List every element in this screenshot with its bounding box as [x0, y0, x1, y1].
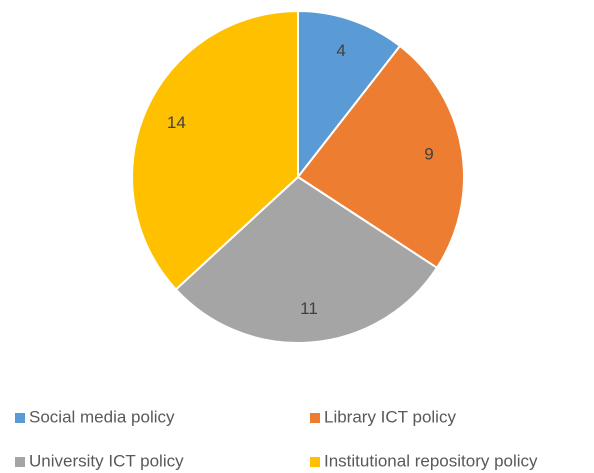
- legend-swatch: [310, 457, 320, 467]
- legend-label: Institutional repository policy: [324, 451, 538, 470]
- data-label: 9: [424, 145, 433, 164]
- pie-slice: [131, 9, 299, 291]
- data-label: 4: [336, 41, 345, 60]
- legend-label: Library ICT policy: [324, 407, 456, 426]
- legend-swatch: [310, 413, 320, 423]
- legend-swatch: [15, 457, 25, 467]
- data-label: 14: [167, 113, 186, 132]
- pie-slice: [174, 175, 439, 344]
- legend-label: University ICT policy: [29, 451, 184, 470]
- data-label: 11: [300, 299, 318, 318]
- pie-slice: [296, 44, 465, 270]
- legend-label: Social media policy: [29, 407, 175, 426]
- legend-swatch: [15, 413, 25, 423]
- pie-slice: [297, 9, 402, 180]
